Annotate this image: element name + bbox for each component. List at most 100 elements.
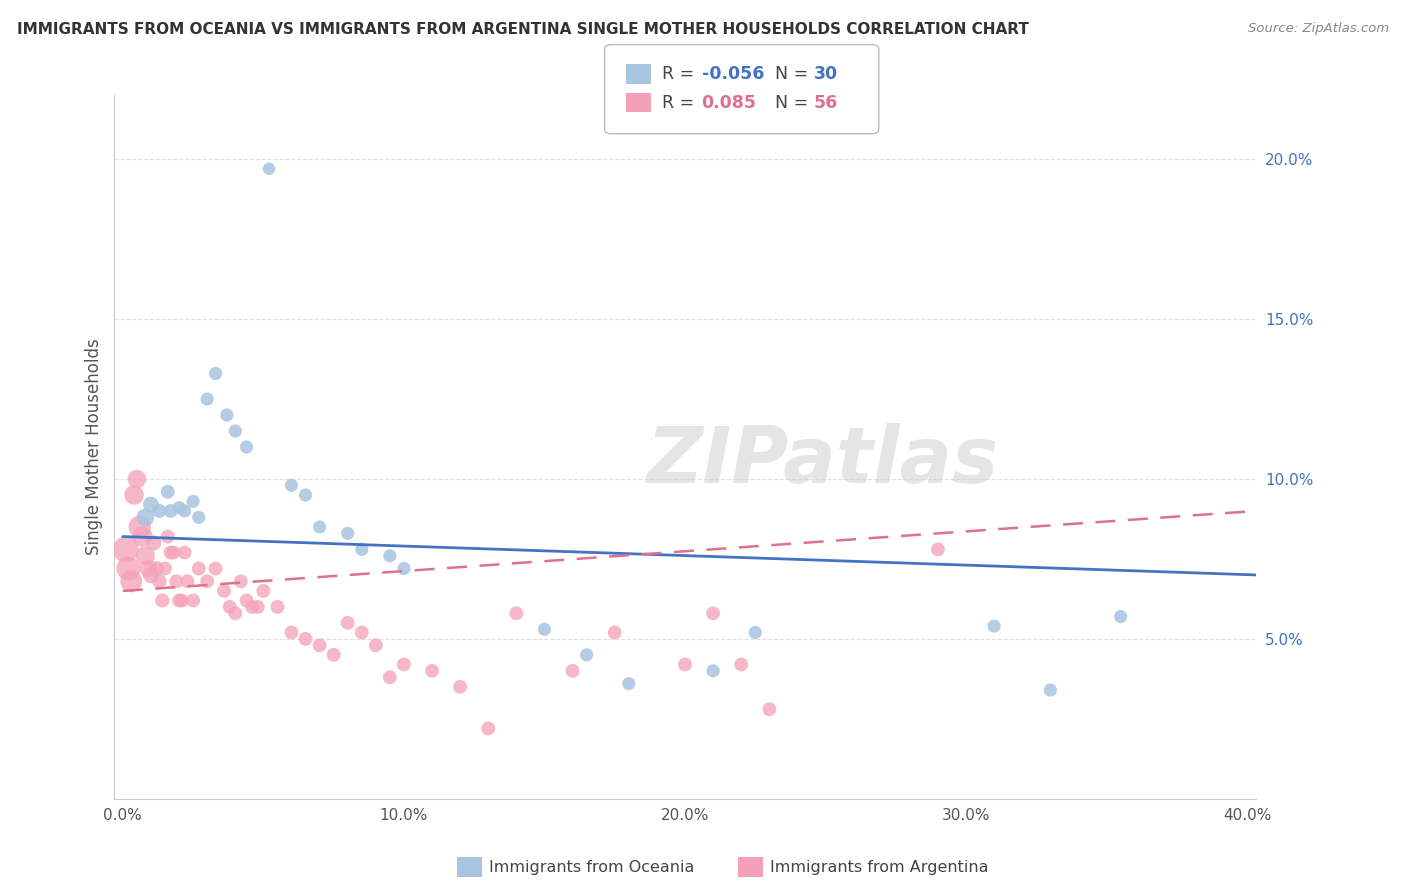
Point bbox=[533, 622, 555, 636]
Point bbox=[280, 625, 302, 640]
Point bbox=[392, 657, 415, 672]
Point bbox=[246, 599, 269, 614]
Text: Source: ZipAtlas.com: Source: ZipAtlas.com bbox=[1249, 22, 1389, 36]
Point bbox=[1109, 609, 1132, 624]
Text: N =: N = bbox=[775, 94, 808, 112]
Point bbox=[224, 424, 246, 438]
Point bbox=[224, 607, 246, 621]
Point bbox=[364, 638, 387, 652]
Text: R =: R = bbox=[662, 94, 695, 112]
Point bbox=[117, 561, 139, 575]
Point bbox=[167, 500, 190, 515]
Text: Immigrants from Oceania: Immigrants from Oceania bbox=[489, 861, 695, 875]
Point bbox=[148, 574, 170, 589]
Point bbox=[392, 561, 415, 575]
Point bbox=[134, 549, 156, 563]
Point bbox=[136, 561, 159, 575]
Point bbox=[195, 574, 218, 589]
Point bbox=[114, 542, 136, 557]
Point bbox=[350, 625, 373, 640]
Point bbox=[477, 722, 499, 736]
Point bbox=[257, 161, 280, 176]
Text: 0.085: 0.085 bbox=[702, 94, 756, 112]
Text: Immigrants from Argentina: Immigrants from Argentina bbox=[770, 861, 988, 875]
Point bbox=[173, 545, 195, 559]
Point bbox=[131, 530, 153, 544]
Point bbox=[420, 664, 443, 678]
Point bbox=[505, 607, 527, 621]
Point bbox=[215, 408, 238, 422]
Point bbox=[162, 545, 184, 559]
Point bbox=[159, 545, 181, 559]
Point bbox=[280, 478, 302, 492]
Point bbox=[167, 593, 190, 607]
Point bbox=[204, 561, 226, 575]
Point bbox=[139, 568, 162, 582]
Point bbox=[120, 574, 142, 589]
Point bbox=[617, 676, 640, 690]
Point bbox=[165, 574, 187, 589]
Text: -0.056: -0.056 bbox=[702, 65, 763, 83]
Point bbox=[181, 593, 204, 607]
Point bbox=[378, 670, 401, 684]
Point bbox=[350, 542, 373, 557]
Point bbox=[134, 510, 156, 524]
Text: IMMIGRANTS FROM OCEANIA VS IMMIGRANTS FROM ARGENTINA SINGLE MOTHER HOUSEHOLDS CO: IMMIGRANTS FROM OCEANIA VS IMMIGRANTS FR… bbox=[17, 22, 1029, 37]
Point bbox=[730, 657, 752, 672]
Point bbox=[603, 625, 626, 640]
Point bbox=[758, 702, 780, 716]
Point bbox=[139, 498, 162, 512]
Point bbox=[235, 593, 257, 607]
Point bbox=[170, 593, 193, 607]
Point bbox=[240, 599, 263, 614]
Point bbox=[195, 392, 218, 406]
Point bbox=[322, 648, 344, 662]
Point bbox=[561, 664, 583, 678]
Point bbox=[122, 488, 145, 502]
Text: R =: R = bbox=[662, 65, 695, 83]
Point bbox=[176, 574, 198, 589]
Point bbox=[235, 440, 257, 454]
Point bbox=[575, 648, 598, 662]
Point bbox=[744, 625, 766, 640]
Point bbox=[187, 510, 209, 524]
Point bbox=[336, 615, 359, 630]
Point bbox=[673, 657, 696, 672]
Point bbox=[142, 536, 165, 550]
Point bbox=[150, 593, 173, 607]
Point bbox=[148, 504, 170, 518]
Point bbox=[145, 561, 167, 575]
Point bbox=[252, 583, 274, 598]
Point bbox=[266, 599, 288, 614]
Text: N =: N = bbox=[775, 65, 808, 83]
Point bbox=[378, 549, 401, 563]
Point bbox=[156, 484, 179, 499]
Text: 56: 56 bbox=[814, 94, 838, 112]
Point bbox=[336, 526, 359, 541]
Point bbox=[125, 472, 148, 486]
Point bbox=[212, 583, 235, 598]
Text: 30: 30 bbox=[814, 65, 838, 83]
Point bbox=[156, 530, 179, 544]
Point bbox=[173, 504, 195, 518]
Point bbox=[1039, 683, 1062, 698]
Point bbox=[927, 542, 949, 557]
Point bbox=[294, 632, 316, 646]
Point bbox=[204, 367, 226, 381]
Point bbox=[983, 619, 1005, 633]
Point bbox=[159, 504, 181, 518]
Point bbox=[229, 574, 252, 589]
Point bbox=[153, 561, 176, 575]
Point bbox=[187, 561, 209, 575]
Text: ZIPatlas: ZIPatlas bbox=[645, 423, 998, 500]
Point bbox=[218, 599, 240, 614]
Point bbox=[449, 680, 471, 694]
Point bbox=[702, 664, 724, 678]
Point bbox=[128, 520, 150, 534]
Point bbox=[181, 494, 204, 508]
Point bbox=[308, 520, 330, 534]
Point bbox=[308, 638, 330, 652]
Y-axis label: Single Mother Households: Single Mother Households bbox=[86, 339, 103, 556]
Point bbox=[702, 607, 724, 621]
Point bbox=[294, 488, 316, 502]
